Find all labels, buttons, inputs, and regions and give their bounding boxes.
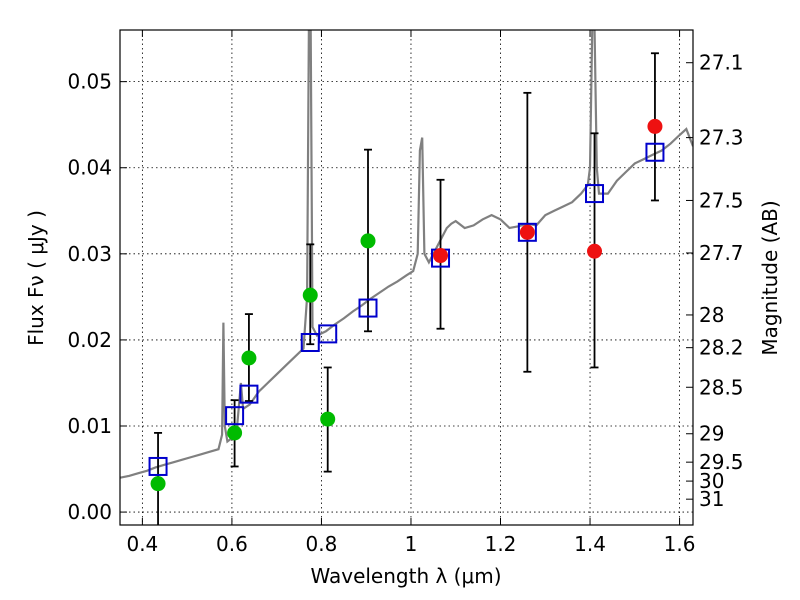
x-tick-label: 1.2 [485,532,517,556]
observed-flux-red-point [587,243,603,259]
data-layer [120,30,693,525]
mag-tick-label: 29.5 [699,450,744,474]
observed-flux-green-point [227,425,243,441]
mag-tick-label: 30 [699,469,724,493]
observed-flux-red-point [433,248,449,264]
plot-background [120,30,693,525]
observed-flux-green-point [241,350,257,366]
observed-flux-green-point [150,476,166,492]
mag-tick-label: 29 [699,422,724,446]
mag-tick-label: 27.5 [699,188,744,212]
mag-tick-label: 28.5 [699,375,744,399]
y-axis-label: Flux Fν ( μJy ) [24,210,48,346]
error-bars [154,52,659,525]
axes: 0.4 0.6 0.8 1 1.2 1.4 1.6 0.00 0.01 0.02 0.03 0.04 0… [67,30,744,556]
x-tick-label: 0.4 [126,532,158,556]
y-tick-label: 0.05 [67,70,112,94]
mag-tick-label: 28 [699,303,724,327]
mag-tick-label: 27.1 [699,51,744,75]
model-photometry-squares [148,142,665,476]
mag-tick-label: 27.7 [699,241,744,265]
x-tick-label: 0.6 [216,532,248,556]
mag-tick-label: 27.3 [699,126,744,150]
y-axis-right-label: Magnitude (AB) [758,200,782,355]
observed-flux-green-point [302,287,318,303]
x-tick-label: 1.4 [574,532,606,556]
x-axis-label: Wavelength λ (μm) [310,564,501,588]
model-photometry-point [358,298,378,318]
model-photometry-point [318,324,338,344]
observed-flux-green-point [360,233,376,249]
y-tick-label: 0.03 [67,242,112,266]
y-tick-label: 0.01 [67,414,112,438]
plot-frame [119,29,694,526]
x-tick-label: 1 [405,532,418,556]
model-spectrum-line [120,30,693,479]
y-tick-label: 0.00 [67,500,112,524]
observed-flux-green-point [320,411,336,427]
observed-flux-red-point [519,224,535,240]
model-photometry-point [645,142,665,162]
model-photometry-point [148,456,168,476]
observed-flux-red-point [647,118,663,134]
observed-flux-circles [150,118,663,492]
mag-tick-label: 28.2 [699,336,744,360]
model-photometry-point [225,406,245,426]
model-photometry-point [239,384,259,404]
y-tick-label: 0.02 [67,328,112,352]
model-photometry-point [517,222,537,242]
grid [120,30,693,525]
model-photometry-point [585,184,605,204]
mag-tick-label: 31 [699,487,724,511]
x-tick-label: 0.8 [306,532,338,556]
y-tick-label: 0.04 [67,156,112,180]
x-tick-label: 1.6 [664,532,696,556]
